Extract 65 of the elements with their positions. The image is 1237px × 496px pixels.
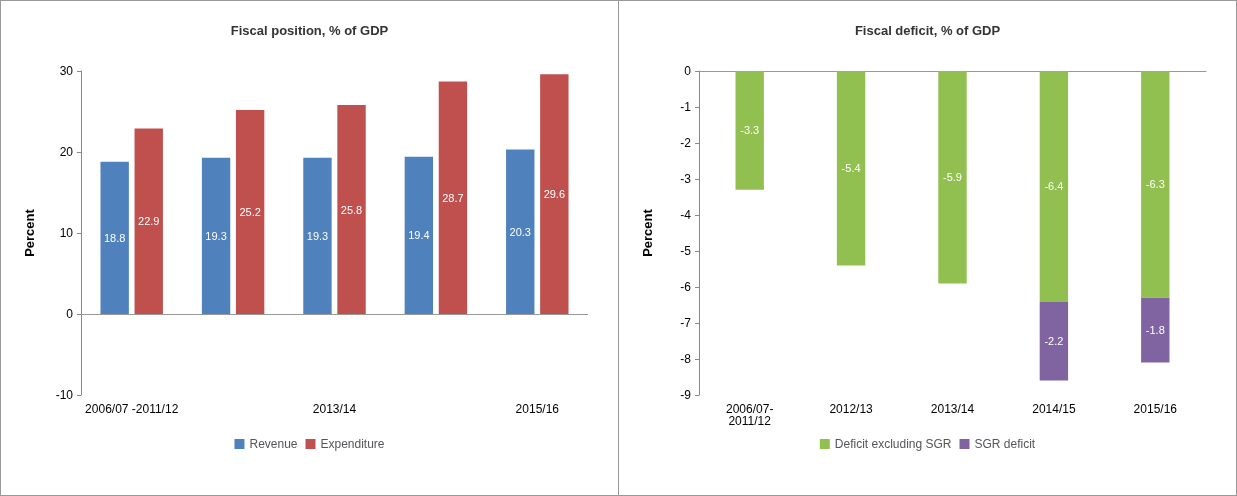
data-label: 25.2 <box>239 205 261 218</box>
bar <box>201 157 231 314</box>
y-tick-label: 30 <box>59 64 74 78</box>
x-tick-label: 2013/14 <box>312 402 357 416</box>
x-tick-label: 2012/13 <box>829 402 874 416</box>
y-tick-label: -10 <box>55 388 74 402</box>
bar <box>100 161 129 314</box>
bar <box>1141 71 1170 298</box>
bar <box>1039 71 1069 302</box>
chart-title: Fiscal position, % of GDP <box>230 23 389 38</box>
x-tick-label: 2015/16 <box>515 402 560 416</box>
data-label: -6.4 <box>1044 180 1064 193</box>
bar <box>404 156 434 314</box>
bar <box>303 157 332 314</box>
x-tick-label: 2006/07- 2011/12 <box>726 402 774 428</box>
x-tick-label: 2006/07 -2011/12 <box>85 402 179 416</box>
data-label: 19.3 <box>306 229 329 242</box>
data-label: 19.3 <box>205 229 227 242</box>
x-tick-label: 2015/16 <box>1133 402 1178 416</box>
y-tick-label: -2 <box>680 136 692 150</box>
bar <box>506 149 535 314</box>
bar <box>735 71 764 190</box>
bar <box>134 128 163 314</box>
data-label: 29.6 <box>543 188 566 201</box>
y-tick-label: -6 <box>680 280 692 294</box>
legend-label: Revenue <box>249 437 298 451</box>
y-axis-title: Percent <box>22 208 37 257</box>
y-tick-label: -5 <box>680 244 692 258</box>
data-label: 25.8 <box>340 203 363 216</box>
x-tick-label: 2013/14 <box>930 402 975 416</box>
bar <box>1039 301 1069 381</box>
bar <box>438 81 468 314</box>
y-tick-label: -7 <box>680 316 692 330</box>
bar <box>836 71 866 266</box>
data-label: -5.4 <box>841 162 861 175</box>
legend-label: Expenditure <box>320 437 385 451</box>
data-label: -2.2 <box>1044 335 1064 347</box>
data-label: -6.3 <box>1145 178 1165 191</box>
y-tick-label: 0 <box>684 64 692 78</box>
y-tick-label: -9 <box>680 388 692 402</box>
bar <box>235 109 265 314</box>
x-tick-label: 2014/15 <box>1032 402 1076 416</box>
bar <box>337 105 366 314</box>
chart-title: Fiscal deficit, % of GDP <box>854 23 1001 38</box>
y-tick-label: 0 <box>66 307 74 321</box>
data-label: 22.9 <box>138 215 160 228</box>
data-label: -5.9 <box>943 171 962 184</box>
bar <box>938 71 967 284</box>
y-tick-label: 20 <box>59 145 74 159</box>
data-label: 19.4 <box>408 229 430 242</box>
legend-label: Deficit excluding SGR <box>834 437 952 451</box>
y-tick-label: -1 <box>680 100 692 114</box>
bar <box>540 74 569 314</box>
data-label: -1.8 <box>1145 324 1165 337</box>
y-tick-label: -3 <box>680 172 692 186</box>
data-label: -3.3 <box>740 124 760 137</box>
y-tick-label: 10 <box>59 226 74 240</box>
data-label: 28.7 <box>442 191 464 204</box>
legend-label: SGR deficit <box>974 437 1036 451</box>
bar <box>1141 297 1170 363</box>
data-label: 20.3 <box>509 225 531 238</box>
data-label: 18.8 <box>103 231 126 244</box>
y-tick-label: -8 <box>680 352 692 366</box>
y-tick-label: -4 <box>680 208 692 222</box>
y-axis-title: Percent <box>640 208 655 257</box>
